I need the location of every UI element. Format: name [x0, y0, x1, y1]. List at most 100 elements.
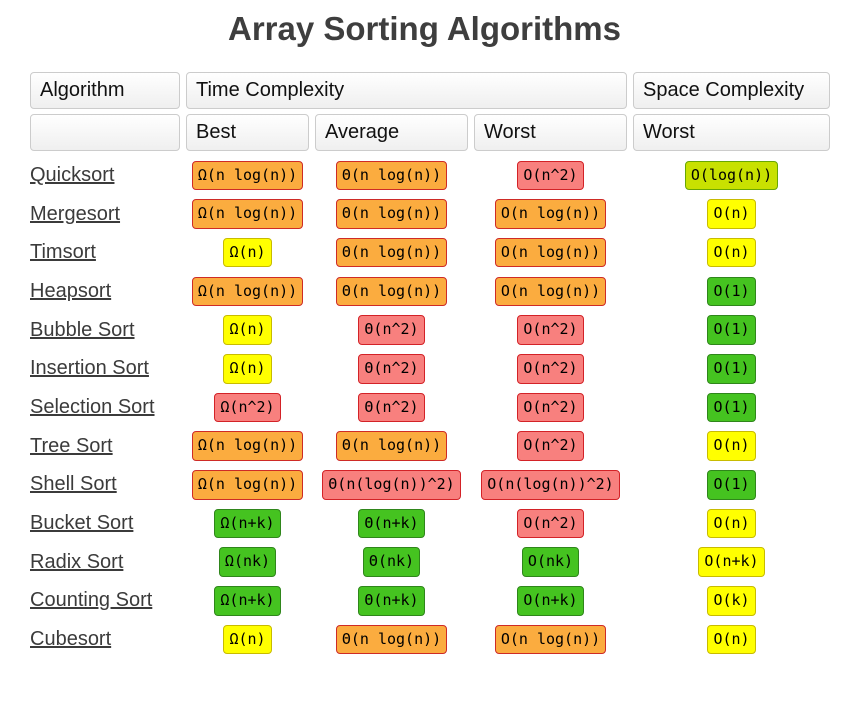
table-row-average-cell: Θ(n(log(n))^2)	[315, 466, 468, 505]
table-row-best-cell: Ω(n)	[186, 349, 309, 388]
table-row-space-cell: O(1)	[633, 388, 830, 427]
table-row-average-cell: Θ(n^2)	[315, 388, 468, 427]
table-row-worst-cell: O(n^2)	[474, 388, 627, 427]
table-row-algorithm-cell: Heapsort	[30, 272, 180, 311]
table-row-best-cell: Ω(n+k)	[186, 582, 309, 621]
header-blank	[30, 114, 180, 151]
table-row-average-cell: Θ(n log(n))	[315, 427, 468, 466]
header-average: Average	[315, 114, 468, 151]
complexity-badge-space: O(n)	[707, 508, 756, 539]
algorithm-link[interactable]: Heapsort	[30, 279, 112, 302]
header-space-worst: Worst	[633, 114, 830, 151]
table-row-algorithm-cell: Quicksort	[30, 156, 180, 195]
table-row-best-cell: Ω(nk)	[186, 543, 309, 582]
table-row-best-cell: Ω(n log(n))	[186, 195, 309, 234]
table-row-worst-cell: O(n^2)	[474, 311, 627, 350]
complexity-badge-space: O(k)	[707, 586, 756, 616]
complexity-badge-space: O(log(n))	[684, 160, 779, 191]
complexity-badge-space: O(n)	[707, 199, 756, 229]
table-row-average-cell: Θ(nk)	[315, 543, 468, 582]
algorithm-link[interactable]: Counting Sort	[30, 589, 153, 612]
algorithm-link[interactable]: Selection Sort	[30, 395, 155, 418]
complexity-badge-best: Ω(n log(n))	[191, 431, 304, 461]
table-row-space-cell: O(n+k)	[633, 543, 830, 582]
algorithm-link[interactable]: Cubesort	[30, 628, 112, 651]
table-row-best-cell: Ω(n)	[186, 233, 309, 272]
algorithm-link[interactable]: Shell Sort	[30, 473, 117, 496]
table-row-space-cell: O(1)	[633, 311, 830, 350]
complexity-badge-worst: O(nk)	[521, 547, 580, 577]
table-row-average-cell: Θ(n^2)	[315, 349, 468, 388]
table-row-algorithm-cell: Radix Sort	[30, 543, 180, 582]
table-row-worst-cell: O(n^2)	[474, 427, 627, 466]
algorithm-link[interactable]: Radix Sort	[30, 550, 124, 573]
complexity-badge-space: O(1)	[707, 470, 756, 500]
algorithm-link[interactable]: Bucket Sort	[30, 512, 134, 535]
sorting-table: Algorithm Time Complexity Space Complexi…	[30, 72, 830, 659]
algorithm-link[interactable]: Insertion Sort	[30, 357, 149, 380]
table-row-average-cell: Θ(n+k)	[315, 504, 468, 543]
table-row-best-cell: Ω(n log(n))	[186, 272, 309, 311]
complexity-badge-space: O(1)	[707, 276, 756, 307]
table-row-algorithm-cell: Bucket Sort	[30, 504, 180, 543]
complexity-badge-worst: O(n^2)	[517, 431, 584, 461]
table-row-best-cell: Ω(n)	[186, 311, 309, 350]
header-time-complexity: Time Complexity	[186, 72, 627, 109]
table-row-best-cell: Ω(n+k)	[186, 504, 309, 543]
algorithm-link[interactable]: Tree Sort	[30, 434, 113, 457]
table-row-space-cell: O(1)	[633, 466, 830, 505]
sorting-table-wrap: Algorithm Time Complexity Space Complexi…	[30, 72, 830, 659]
table-row-best-cell: Ω(n log(n))	[186, 156, 309, 195]
table-row-worst-cell: O(nk)	[474, 543, 627, 582]
algorithm-link[interactable]: Timsort	[30, 241, 96, 264]
table-row-algorithm-cell: Mergesort	[30, 195, 180, 234]
complexity-badge-worst: O(n^2)	[517, 160, 584, 191]
algorithm-link[interactable]: Bubble Sort	[30, 318, 135, 341]
table-row-best-cell: Ω(n log(n))	[186, 466, 309, 505]
complexity-badge-worst: O(n(log(n))^2)	[481, 470, 620, 500]
table-row-algorithm-cell: Counting Sort	[30, 582, 180, 621]
table-row-average-cell: Θ(n log(n))	[315, 233, 468, 272]
table-row-space-cell: O(log(n))	[633, 156, 830, 195]
table-row-best-cell: Ω(n^2)	[186, 388, 309, 427]
complexity-badge-space: O(1)	[707, 315, 756, 345]
table-row-average-cell: Θ(n+k)	[315, 582, 468, 621]
table-row-space-cell: O(1)	[633, 349, 830, 388]
complexity-badge-worst: O(n^2)	[517, 392, 584, 423]
complexity-badge-average: Θ(n+k)	[358, 586, 425, 616]
complexity-badge-average: Θ(n log(n))	[335, 431, 448, 461]
complexity-badge-average: Θ(n log(n))	[335, 199, 448, 229]
table-row-worst-cell: O(n^2)	[474, 156, 627, 195]
table-row-worst-cell: O(n log(n))	[474, 272, 627, 311]
header-worst: Worst	[474, 114, 627, 151]
table-row-algorithm-cell: Timsort	[30, 233, 180, 272]
table-row-worst-cell: O(n log(n))	[474, 195, 627, 234]
complexity-badge-best: Ω(n)	[223, 624, 272, 655]
complexity-badge-average: Θ(n^2)	[358, 315, 425, 345]
complexity-badge-space: O(n)	[707, 431, 756, 461]
complexity-badge-average: Θ(n+k)	[358, 508, 425, 539]
table-row-algorithm-cell: Selection Sort	[30, 388, 180, 427]
header-space-complexity: Space Complexity	[633, 72, 830, 109]
table-row-space-cell: O(n)	[633, 504, 830, 543]
header-best: Best	[186, 114, 309, 151]
complexity-badge-average: Θ(n log(n))	[335, 237, 448, 268]
complexity-badge-best: Ω(n)	[223, 354, 272, 384]
complexity-badge-average: Θ(n log(n))	[335, 276, 448, 307]
table-row-space-cell: O(1)	[633, 272, 830, 311]
algorithm-link[interactable]: Mergesort	[30, 202, 121, 225]
complexity-badge-worst: O(n log(n))	[494, 624, 607, 655]
complexity-badge-average: Θ(nk)	[362, 547, 421, 577]
table-row-best-cell: Ω(n)	[186, 620, 309, 659]
complexity-badge-best: Ω(n log(n))	[191, 276, 304, 307]
complexity-badge-average: Θ(n log(n))	[335, 624, 448, 655]
complexity-badge-space: O(1)	[707, 392, 756, 423]
complexity-badge-worst: O(n^2)	[517, 508, 584, 539]
complexity-badge-best: Ω(n log(n))	[191, 470, 304, 500]
complexity-badge-average: Θ(n^2)	[358, 392, 425, 423]
complexity-badge-best: Ω(n log(n))	[191, 199, 304, 229]
algorithm-link[interactable]: Quicksort	[30, 163, 115, 186]
complexity-badge-best: Ω(nk)	[218, 547, 277, 577]
table-row-average-cell: Θ(n^2)	[315, 311, 468, 350]
complexity-badge-space: O(1)	[707, 354, 756, 384]
